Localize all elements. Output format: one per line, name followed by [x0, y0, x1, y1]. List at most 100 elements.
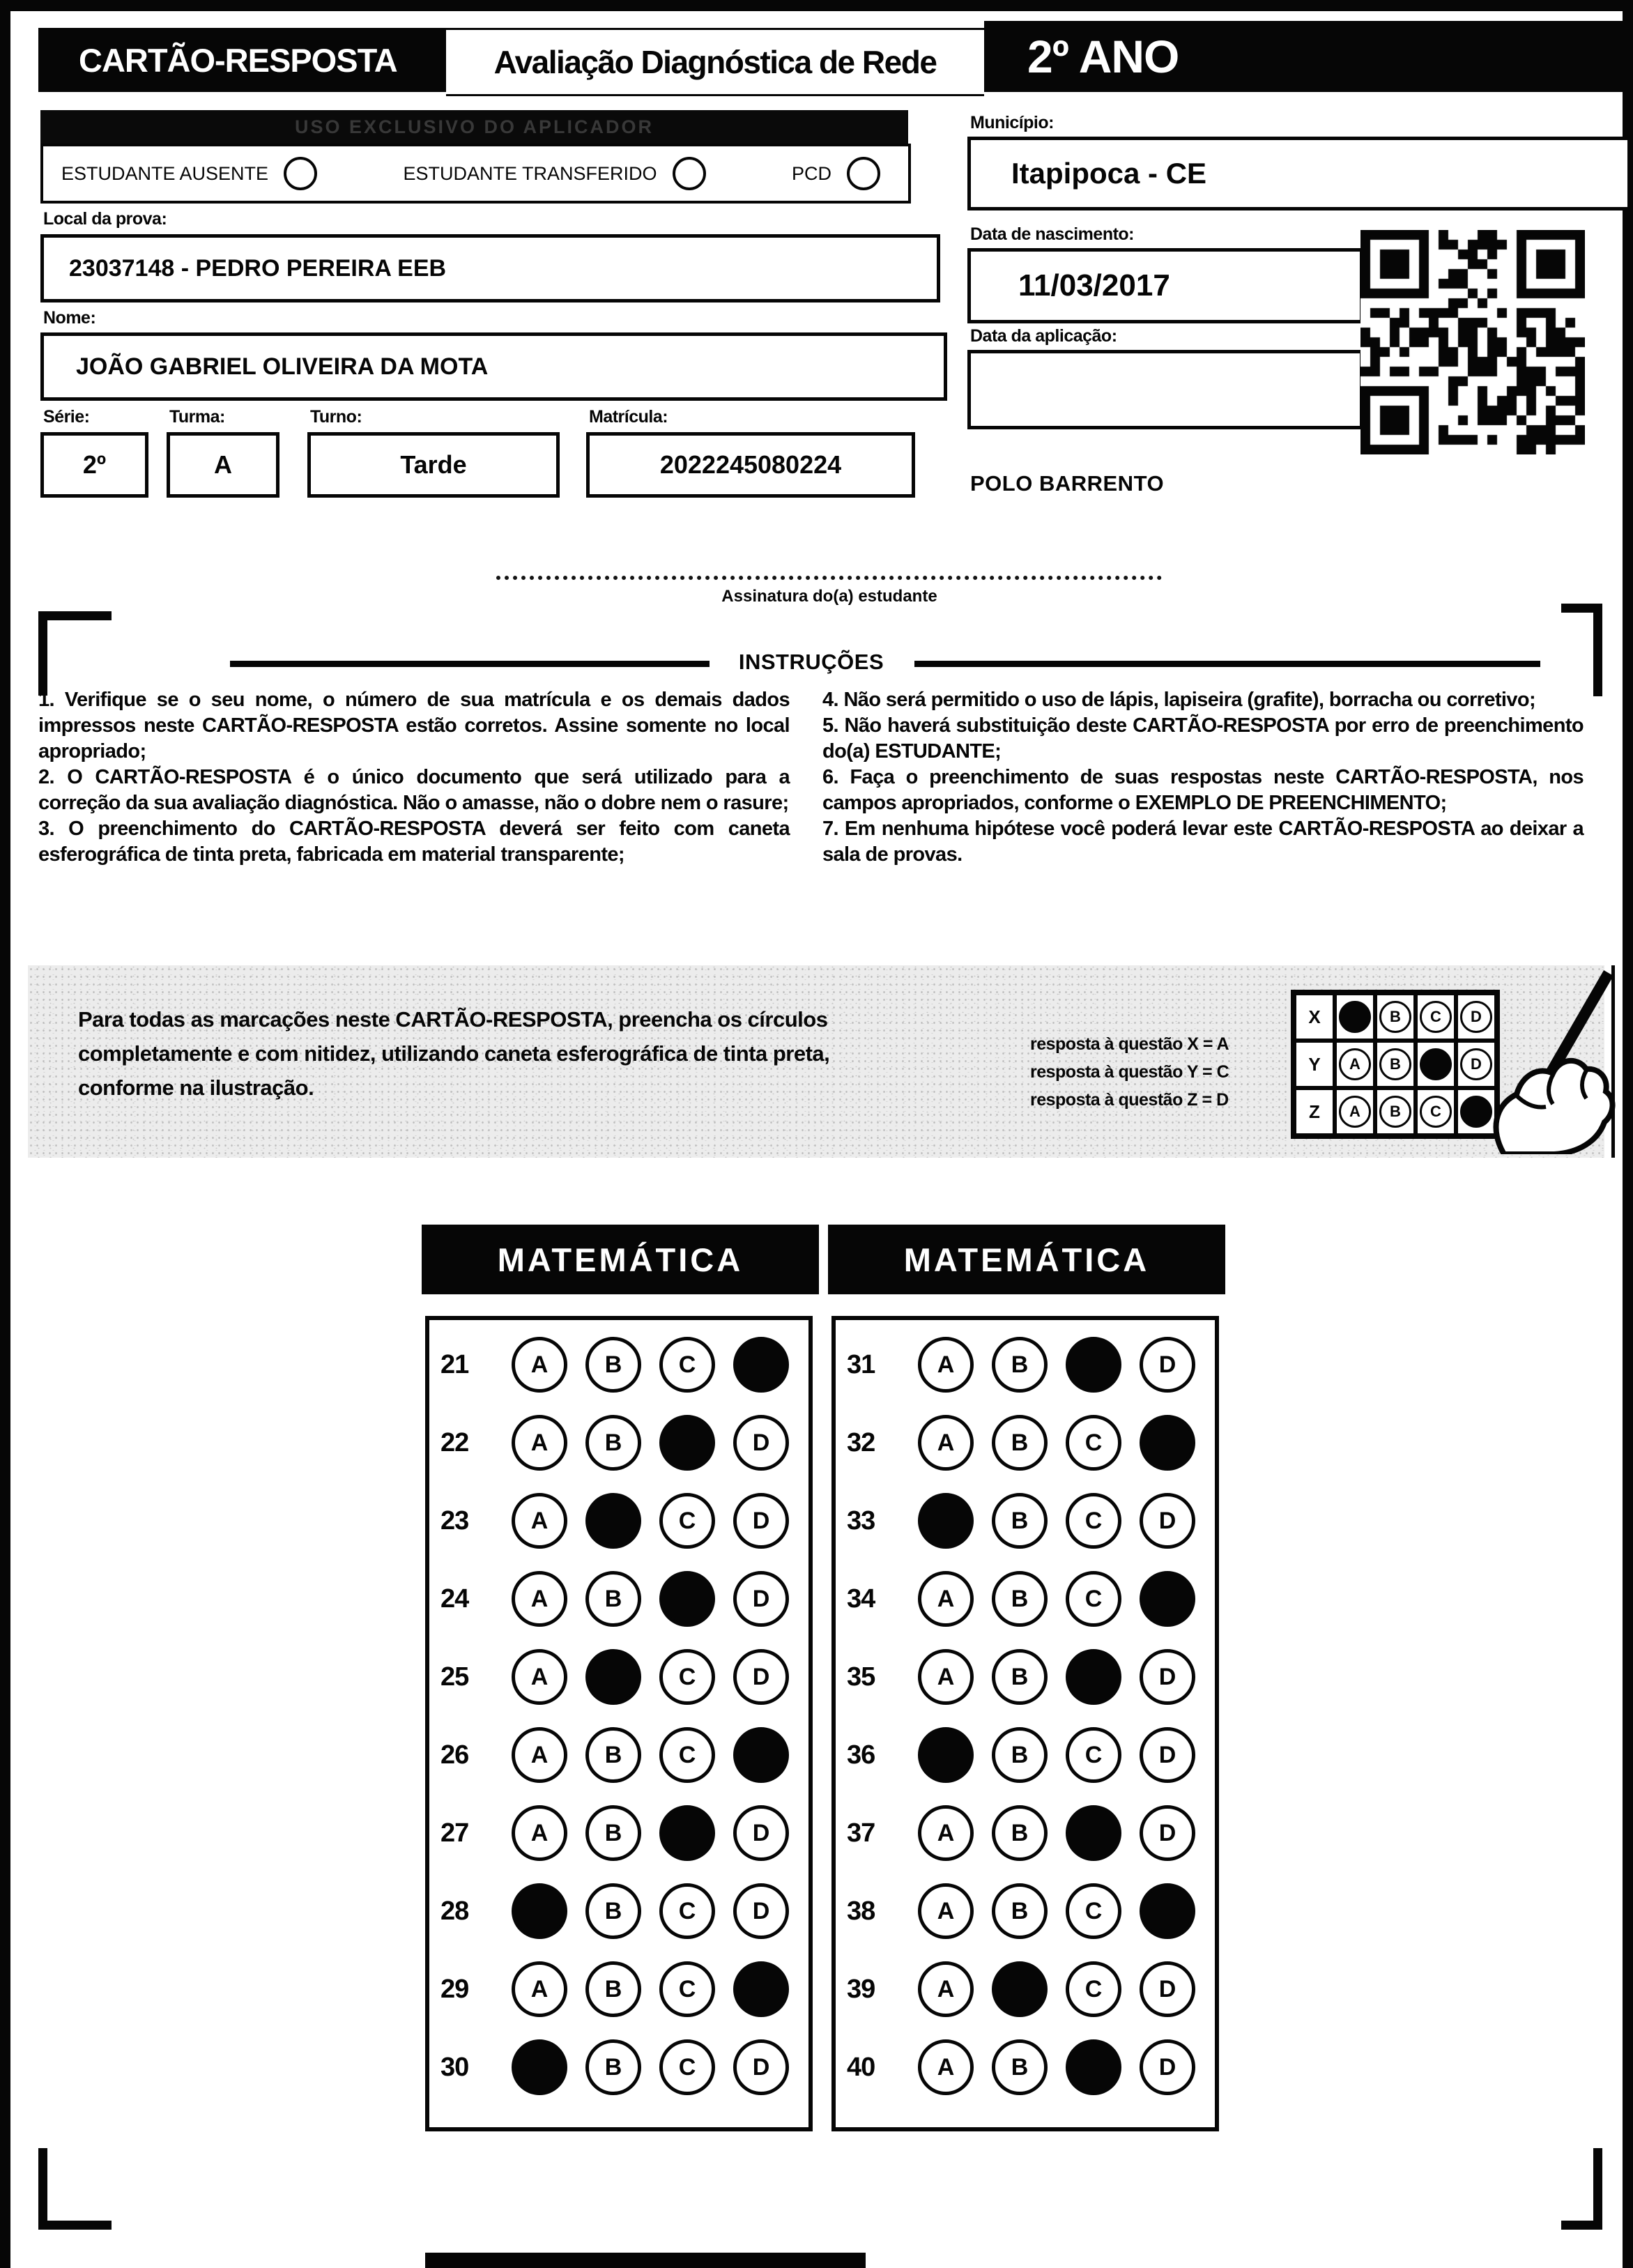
answer-bubble-28-D[interactable]: D: [733, 1883, 789, 1939]
example-bubble-X-D[interactable]: D: [1460, 1001, 1492, 1033]
answer-bubble-25-D[interactable]: D: [733, 1649, 789, 1705]
answer-bubble-37-C[interactable]: C: [1066, 1805, 1121, 1861]
answer-bubble-27-D[interactable]: D: [733, 1805, 789, 1861]
answer-bubble-32-D[interactable]: D: [1140, 1415, 1195, 1471]
answer-bubble-38-B[interactable]: B: [992, 1883, 1048, 1939]
example-option-cell: A: [1335, 1041, 1375, 1088]
answer-bubble-36-A[interactable]: A: [918, 1727, 974, 1783]
example-bubble-Y-B[interactable]: B: [1379, 1048, 1411, 1080]
answer-bubble-36-C[interactable]: C: [1066, 1727, 1121, 1783]
status-check-label: PCD: [791, 162, 831, 184]
answer-bubble-21-A[interactable]: A: [512, 1337, 567, 1393]
example-bubble-Z-B[interactable]: B: [1379, 1096, 1411, 1128]
answer-bubble-33-C[interactable]: C: [1066, 1493, 1121, 1549]
answer-bubble-28-B[interactable]: B: [585, 1883, 641, 1939]
answer-bubble-21-C[interactable]: C: [659, 1337, 715, 1393]
answer-bubble-34-B[interactable]: B: [992, 1571, 1048, 1627]
answer-bubble-24-A[interactable]: A: [512, 1571, 567, 1627]
answer-bubble-39-A[interactable]: A: [918, 1961, 974, 2017]
example-bubble-Z-C[interactable]: C: [1420, 1096, 1452, 1128]
answer-bubble-32-C[interactable]: C: [1066, 1415, 1121, 1471]
answer-bubble-30-D[interactable]: D: [733, 2039, 789, 2095]
status-check-bubble[interactable]: [847, 157, 880, 190]
answer-bubble-36-D[interactable]: D: [1140, 1727, 1195, 1783]
answer-bubble-29-A[interactable]: A: [512, 1961, 567, 2017]
answer-bubble-38-C[interactable]: C: [1066, 1883, 1121, 1939]
status-check-bubble[interactable]: [672, 157, 706, 190]
answer-bubble-27-C[interactable]: C: [659, 1805, 715, 1861]
answer-bubble-33-D[interactable]: D: [1140, 1493, 1195, 1549]
answer-bubble-30-A[interactable]: A: [512, 2039, 567, 2095]
answer-bubble-39-B[interactable]: B: [992, 1961, 1048, 2017]
answer-bubble-29-C[interactable]: C: [659, 1961, 715, 2017]
answer-bubble-33-B[interactable]: B: [992, 1493, 1048, 1549]
answer-bubble-30-C[interactable]: C: [659, 2039, 715, 2095]
example-bubble-X-A[interactable]: A: [1339, 1001, 1371, 1033]
answer-bubble-25-B[interactable]: B: [585, 1649, 641, 1705]
answer-bubble-34-D[interactable]: D: [1140, 1571, 1195, 1627]
answer-bubble-27-A[interactable]: A: [512, 1805, 567, 1861]
answer-bubble-37-B[interactable]: B: [992, 1805, 1048, 1861]
example-row-label: X: [1294, 993, 1335, 1041]
answer-bubble-23-C[interactable]: C: [659, 1493, 715, 1549]
answer-bubble-31-C[interactable]: C: [1066, 1337, 1121, 1393]
answer-bubble-30-B[interactable]: B: [585, 2039, 641, 2095]
answer-bubble-21-B[interactable]: B: [585, 1337, 641, 1393]
answer-bubble-37-D[interactable]: D: [1140, 1805, 1195, 1861]
answer-bubble-28-C[interactable]: C: [659, 1883, 715, 1939]
answer-bubble-23-D[interactable]: D: [733, 1493, 789, 1549]
example-bubble-Y-C[interactable]: C: [1420, 1048, 1452, 1080]
answer-bubble-33-A[interactable]: A: [918, 1493, 974, 1549]
answer-bubble-28-A[interactable]: A: [512, 1883, 567, 1939]
answer-bubble-35-C[interactable]: C: [1066, 1649, 1121, 1705]
answer-bubble-38-D[interactable]: D: [1140, 1883, 1195, 1939]
answer-bubble-24-D[interactable]: D: [733, 1571, 789, 1627]
answer-bubble-26-A[interactable]: A: [512, 1727, 567, 1783]
answer-bubble-25-A[interactable]: A: [512, 1649, 567, 1705]
example-bubble-X-B[interactable]: B: [1379, 1001, 1411, 1033]
answer-bubble-31-A[interactable]: A: [918, 1337, 974, 1393]
answer-bubble-37-A[interactable]: A: [918, 1805, 974, 1861]
answer-bubble-36-B[interactable]: B: [992, 1727, 1048, 1783]
answer-bubble-40-A[interactable]: A: [918, 2039, 974, 2095]
answer-bubble-32-B[interactable]: B: [992, 1415, 1048, 1471]
answer-bubble-23-A[interactable]: A: [512, 1493, 567, 1549]
answer-bubble-26-B[interactable]: B: [585, 1727, 641, 1783]
answer-bubble-32-A[interactable]: A: [918, 1415, 974, 1471]
answer-bubble-31-B[interactable]: B: [992, 1337, 1048, 1393]
answer-bubble-29-B[interactable]: B: [585, 1961, 641, 2017]
answer-bubble-23-B[interactable]: B: [585, 1493, 641, 1549]
answer-bubble-34-C[interactable]: C: [1066, 1571, 1121, 1627]
answer-bubble-38-A[interactable]: A: [918, 1883, 974, 1939]
answer-bubble-26-D[interactable]: D: [733, 1727, 789, 1783]
answer-bubble-22-A[interactable]: A: [512, 1415, 567, 1471]
example-bubble-Z-A[interactable]: A: [1339, 1096, 1371, 1128]
answer-bubble-26-C[interactable]: C: [659, 1727, 715, 1783]
answer-bubble-27-B[interactable]: B: [585, 1805, 641, 1861]
answer-bubble-22-C[interactable]: C: [659, 1415, 715, 1471]
answer-bubble-35-A[interactable]: A: [918, 1649, 974, 1705]
signature-line[interactable]: [496, 576, 1162, 580]
answer-bubble-40-D[interactable]: D: [1140, 2039, 1195, 2095]
answer-bubble-22-D[interactable]: D: [733, 1415, 789, 1471]
answer-bubble-24-C[interactable]: C: [659, 1571, 715, 1627]
example-bubble-Y-A[interactable]: A: [1339, 1048, 1371, 1080]
example-bubble-X-C[interactable]: C: [1420, 1001, 1452, 1033]
answer-bubble-24-B[interactable]: B: [585, 1571, 641, 1627]
status-check-bubble[interactable]: [284, 157, 318, 190]
answer-bubble-39-D[interactable]: D: [1140, 1961, 1195, 2017]
example-bubble-Z-D[interactable]: D: [1460, 1096, 1492, 1128]
answer-bubble-40-C[interactable]: C: [1066, 2039, 1121, 2095]
answer-bubble-29-D[interactable]: D: [733, 1961, 789, 2017]
answer-bubble-34-A[interactable]: A: [918, 1571, 974, 1627]
answer-bubble-35-B[interactable]: B: [992, 1649, 1048, 1705]
answer-bubble-39-C[interactable]: C: [1066, 1961, 1121, 2017]
question-number: 33: [847, 1505, 875, 1535]
answer-bubble-22-B[interactable]: B: [585, 1415, 641, 1471]
example-bubble-Y-D[interactable]: D: [1460, 1048, 1492, 1080]
answer-bubble-25-C[interactable]: C: [659, 1649, 715, 1705]
answer-bubble-31-D[interactable]: D: [1140, 1337, 1195, 1393]
answer-bubble-40-B[interactable]: B: [992, 2039, 1048, 2095]
answer-bubble-35-D[interactable]: D: [1140, 1649, 1195, 1705]
answer-bubble-21-D[interactable]: D: [733, 1337, 789, 1393]
